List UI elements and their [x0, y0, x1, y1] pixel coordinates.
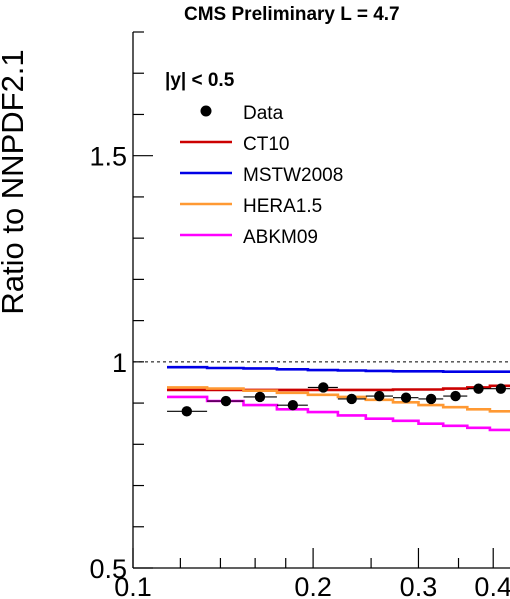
data-point [287, 399, 299, 411]
chart-title: CMS Preliminary L = 4.7 [184, 4, 400, 25]
legend-marker-data [200, 105, 212, 117]
y-tick-label: 0.5 [89, 554, 127, 584]
series-layer [167, 365, 510, 432]
plot-frame [132, 32, 510, 569]
series-line-abkm09 [167, 395, 510, 432]
data-point [374, 390, 385, 402]
legend-label-ct10: CT10 [243, 134, 289, 155]
legend-label-data: Data [243, 103, 284, 124]
data-point [400, 392, 412, 403]
data-point [450, 390, 461, 402]
y-tick-label: 1.5 [89, 142, 127, 172]
legend-label-mstw2008: MSTW2008 [243, 165, 343, 186]
x-tick-label: 0.2 [294, 572, 332, 599]
series-line-mstw2008 [167, 365, 510, 373]
y-tick-label: 1 [112, 348, 127, 378]
data-point [495, 383, 507, 394]
axis-layer: 0.5 1 1.5 0.1 0.2 0.3 0.4 [89, 31, 510, 599]
legend: |y| < 0.5 Data CT10 MSTW2008 HERA1.5 ABKM09 [165, 70, 343, 248]
y-axis-label: Ratio to NNPDF2.1 [0, 49, 30, 314]
series-line-hera1-5 [167, 386, 510, 413]
data-point [254, 391, 266, 403]
data-point [318, 382, 329, 393]
legend-label-hera1-5: HERA1.5 [243, 196, 322, 217]
data-point [425, 393, 437, 405]
data-point [346, 393, 357, 405]
x-tick-label: 0.4 [474, 572, 510, 599]
x-tick-label: 0.3 [400, 572, 438, 599]
x-tick-label: 0.1 [114, 572, 152, 599]
data-point [473, 383, 484, 394]
legend-label-abkm09: ABKM09 [243, 227, 318, 248]
legend-header: |y| < 0.5 [165, 70, 235, 91]
data-point [181, 406, 192, 417]
data-points-layer [167, 382, 510, 417]
data-point [220, 395, 232, 407]
